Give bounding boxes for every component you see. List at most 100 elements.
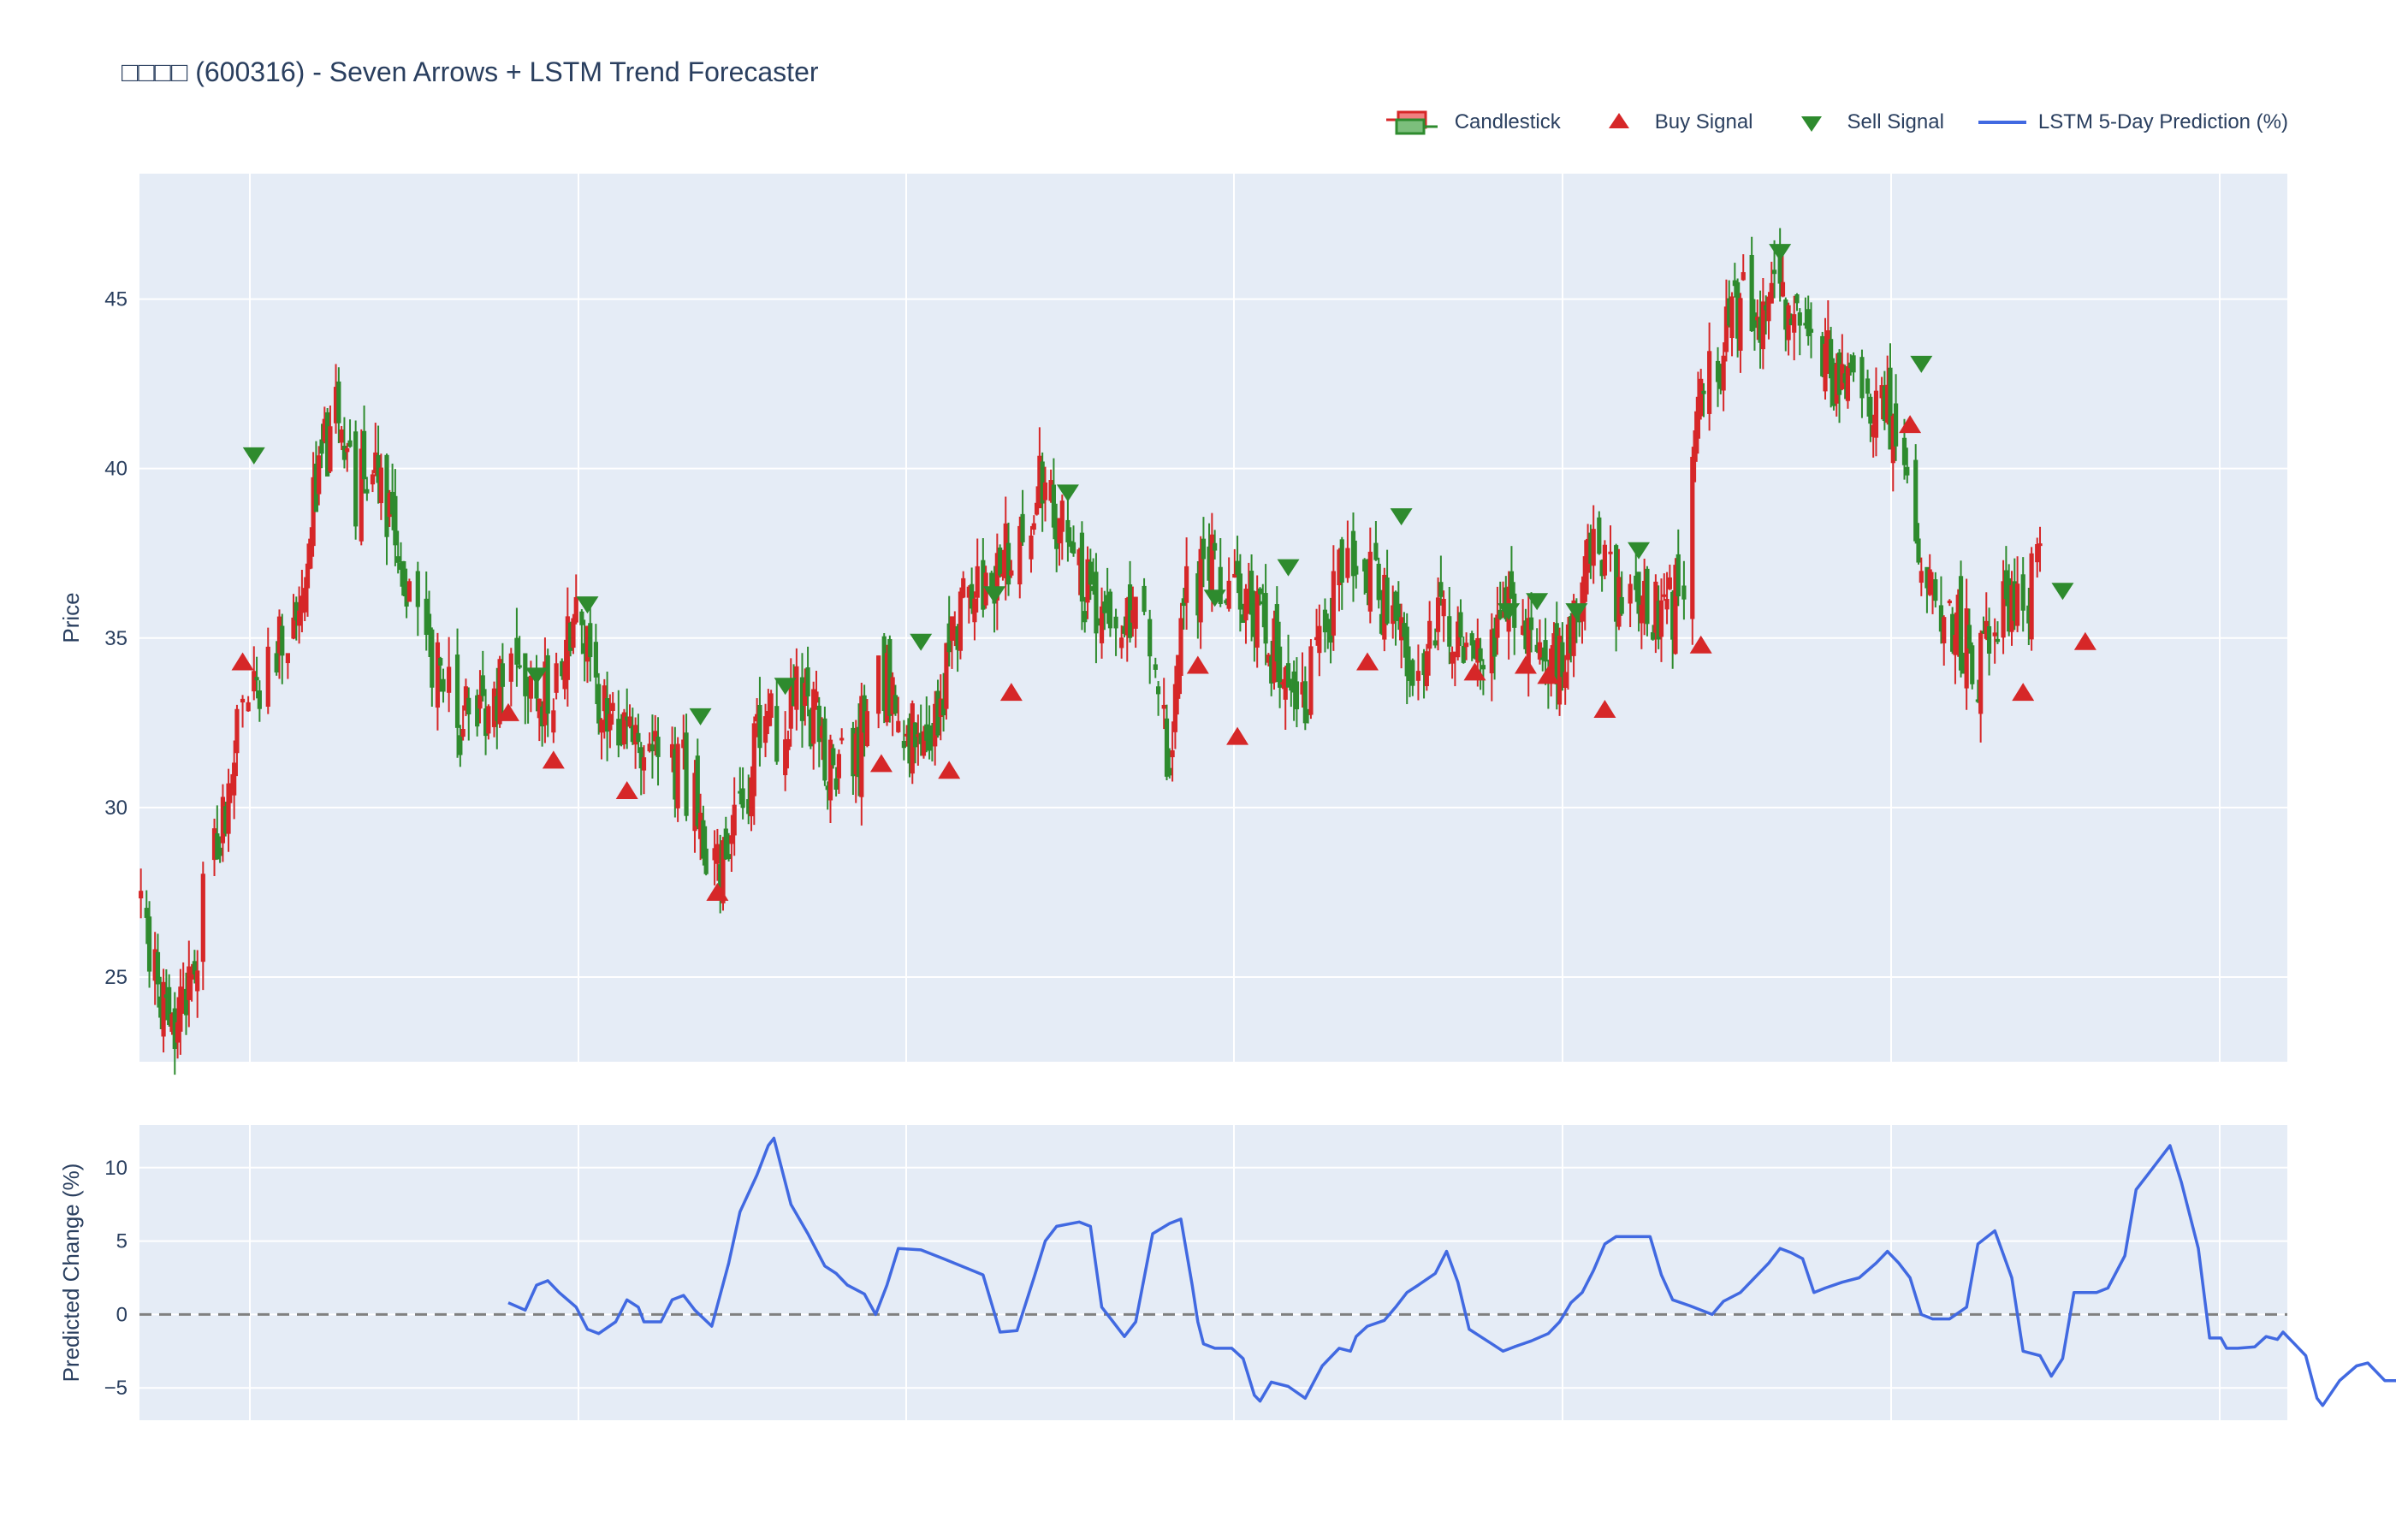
legend-item-prediction[interactable]: LSTM 5-Day Prediction (%) bbox=[1977, 108, 2288, 137]
candle-body bbox=[649, 744, 655, 752]
candlestick bbox=[426, 590, 432, 657]
candlestick bbox=[653, 714, 658, 756]
candle-body bbox=[144, 908, 149, 918]
candle-body bbox=[1172, 684, 1178, 732]
sell-signal-marker bbox=[1628, 542, 1651, 560]
candlestick bbox=[1427, 601, 1432, 676]
candlestick bbox=[1693, 411, 1698, 483]
candle-body bbox=[726, 854, 732, 860]
candle-body bbox=[1645, 568, 1650, 625]
candle-body bbox=[1723, 306, 1729, 352]
candlestick bbox=[1232, 548, 1237, 578]
candlestick bbox=[1873, 367, 1879, 457]
candlestick bbox=[393, 469, 398, 566]
candle-body bbox=[921, 731, 927, 756]
candlestick bbox=[1636, 572, 1641, 632]
candlestick bbox=[621, 708, 627, 749]
candlestick bbox=[285, 653, 290, 679]
candle-body bbox=[454, 654, 460, 728]
candlestick bbox=[1495, 586, 1500, 655]
candle-body bbox=[994, 553, 999, 601]
candlestick bbox=[1345, 520, 1350, 583]
candle-body bbox=[1582, 556, 1587, 602]
candle-body bbox=[1155, 686, 1161, 695]
candlestick bbox=[545, 649, 550, 737]
candlestick bbox=[1492, 617, 1498, 680]
candlestick bbox=[944, 643, 949, 720]
legend-item-candlestick[interactable]: Candlestick bbox=[1385, 108, 1561, 137]
candlestick bbox=[1031, 515, 1036, 536]
candle-body bbox=[596, 684, 602, 724]
candle-body bbox=[1367, 551, 1373, 612]
candlestick bbox=[1995, 621, 2001, 644]
candlestick bbox=[1597, 511, 1602, 555]
candlestick bbox=[1978, 630, 1984, 743]
candle-body bbox=[975, 566, 980, 598]
candlestick bbox=[1560, 622, 1565, 691]
candlestick bbox=[1088, 548, 1093, 601]
candle-body bbox=[1591, 529, 1596, 566]
candle-body bbox=[961, 578, 966, 598]
candle-body bbox=[684, 732, 689, 816]
candlestick bbox=[497, 655, 502, 728]
legend-label-prediction: LSTM 5-Day Prediction (%) bbox=[2037, 110, 2288, 133]
candlestick bbox=[523, 653, 528, 725]
candle-body bbox=[1415, 671, 1421, 681]
candlestick bbox=[1741, 254, 1746, 281]
candlestick bbox=[627, 704, 632, 729]
price-plot-background bbox=[139, 174, 2287, 1062]
candlestick bbox=[1274, 586, 1279, 683]
legend-item-buy[interactable]: Buy Signal bbox=[1593, 108, 1753, 137]
candle-body bbox=[1675, 554, 1681, 597]
candle-body bbox=[178, 986, 183, 1032]
candle-body bbox=[359, 448, 364, 542]
candle-body bbox=[545, 654, 550, 714]
candlestick bbox=[1690, 447, 1695, 645]
candle-body bbox=[896, 720, 901, 732]
candle-body bbox=[1148, 619, 1153, 657]
candlestick bbox=[588, 600, 593, 682]
candlestick bbox=[994, 533, 999, 631]
candle-body bbox=[458, 735, 463, 755]
candle-body bbox=[740, 788, 745, 808]
candlestick bbox=[1905, 447, 1910, 484]
buy-signal-marker bbox=[1899, 415, 1922, 434]
candlestick bbox=[726, 832, 732, 862]
candlestick bbox=[1738, 293, 1743, 373]
sell-signal-marker bbox=[1769, 244, 1792, 262]
candle-body bbox=[989, 572, 994, 588]
sell-signal-marker bbox=[1910, 355, 1933, 373]
candle-body bbox=[497, 659, 502, 725]
legend-item-sell[interactable]: Sell Signal bbox=[1786, 108, 1944, 137]
candle-body bbox=[1749, 254, 1754, 332]
candlestick bbox=[1153, 657, 1158, 678]
sell-signal-marker bbox=[983, 586, 1006, 604]
candlestick bbox=[477, 670, 483, 724]
candlestick bbox=[319, 424, 324, 469]
candle-body bbox=[345, 447, 350, 453]
buy-signal-marker bbox=[2012, 683, 2035, 702]
candlestick bbox=[1970, 642, 1975, 690]
candle-body bbox=[1947, 600, 1952, 604]
candle-body bbox=[1560, 642, 1565, 678]
legend: Candlestick Buy Signal Sell Signal LSTM … bbox=[1385, 108, 2288, 137]
candlestick bbox=[1082, 596, 1088, 633]
candlestick bbox=[500, 643, 505, 717]
candle-body bbox=[811, 689, 816, 744]
sell-signal-marker bbox=[910, 633, 933, 651]
candlestick bbox=[1441, 590, 1446, 643]
candlestick bbox=[1721, 342, 1726, 412]
candlestick bbox=[144, 890, 149, 945]
candle-body bbox=[1492, 628, 1498, 657]
candle-body bbox=[749, 777, 754, 817]
candlestick bbox=[291, 594, 296, 640]
candle-body bbox=[1628, 583, 1633, 604]
candle-body bbox=[1094, 572, 1099, 634]
candle-body bbox=[426, 613, 432, 635]
candlestick bbox=[749, 766, 754, 832]
candlestick bbox=[1916, 523, 1921, 565]
candlestick bbox=[2037, 526, 2043, 572]
candlestick bbox=[1950, 607, 1955, 654]
candle-body bbox=[1851, 355, 1856, 373]
candle-body bbox=[1664, 599, 1669, 610]
